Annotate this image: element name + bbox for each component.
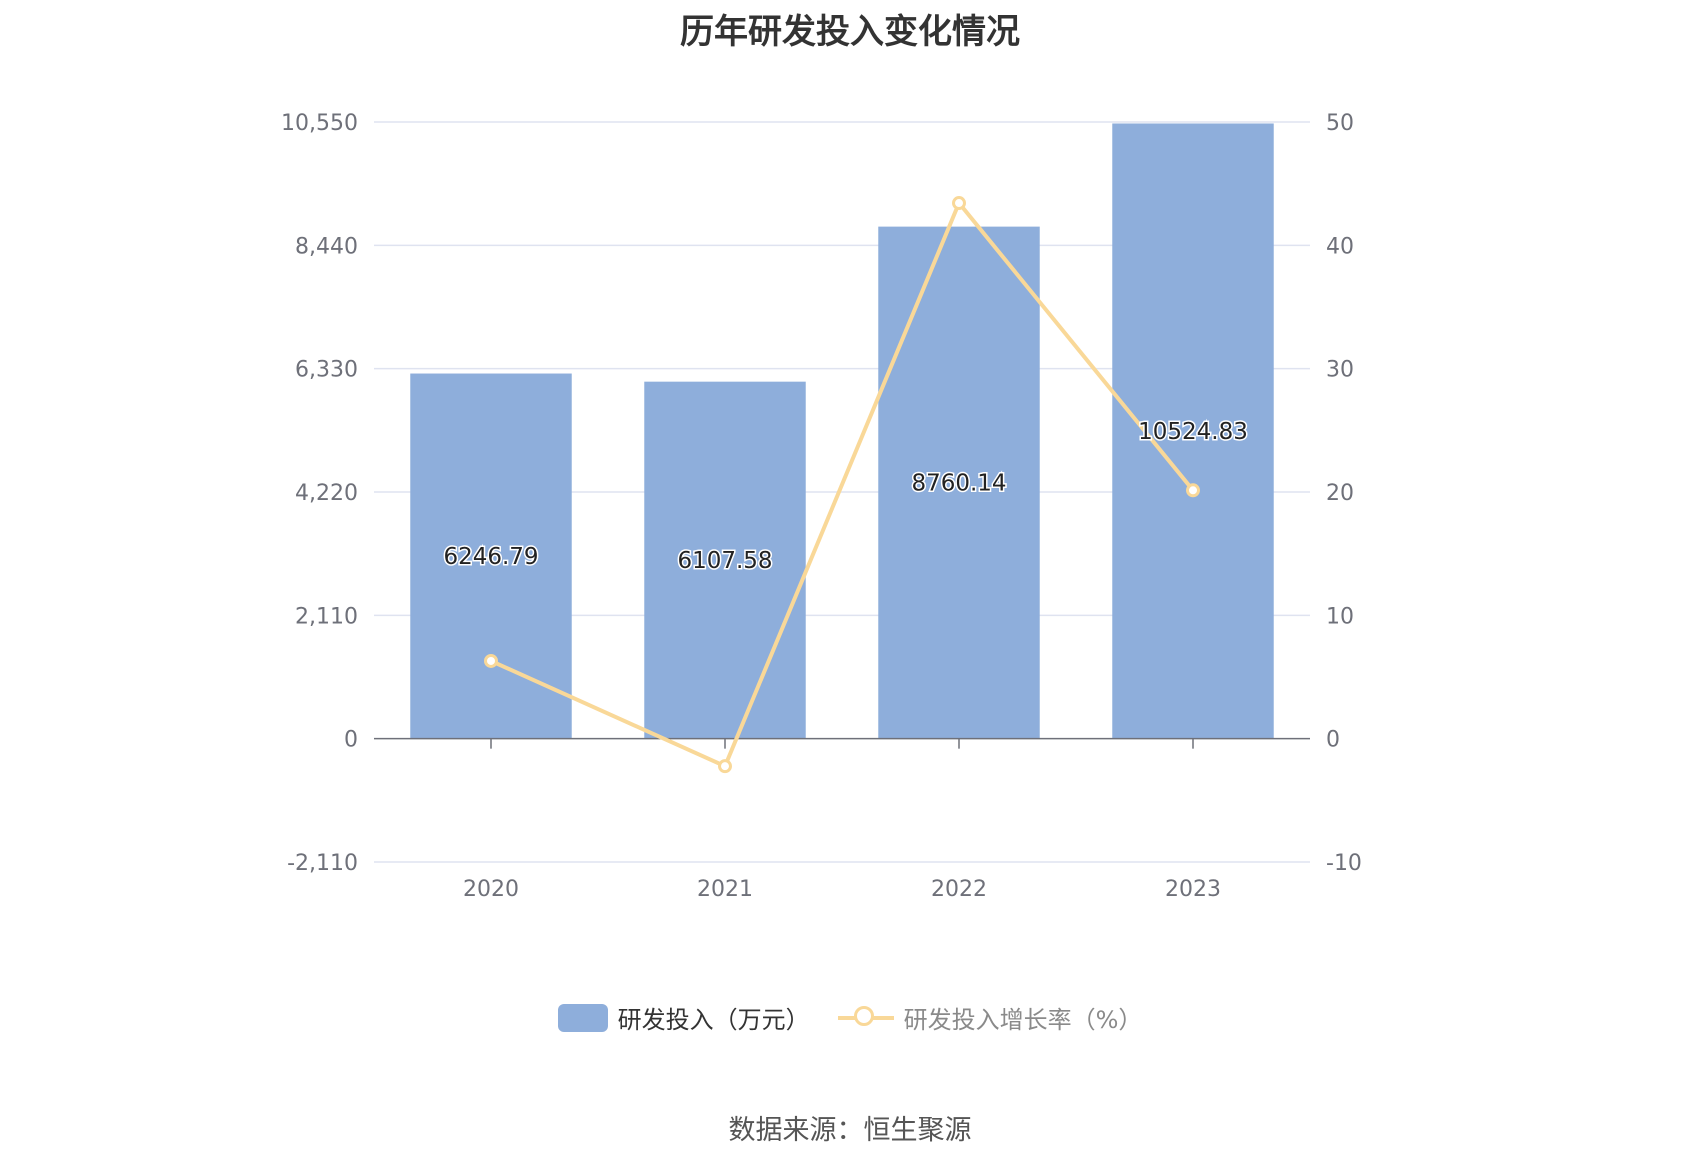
chart-svg: -2,110 0 2,110 4,220 6,330 8,440 10,550 -10 0 10… bbox=[281, 111, 1362, 902]
growth-rate-line bbox=[490, 201, 1195, 769]
y-right-tick-label: 50 bbox=[1326, 111, 1354, 136]
y-right-tick-label: 40 bbox=[1326, 234, 1354, 259]
x-tick-label-2021: 2021 bbox=[697, 877, 753, 902]
legend-bar-label: 研发投入（万元） bbox=[617, 1006, 810, 1034]
y-left-tick-label: 8,440 bbox=[295, 234, 358, 259]
growth-point-2023[interactable] bbox=[1186, 483, 1200, 498]
data-source-note: 数据来源：恒生聚源 bbox=[728, 1115, 972, 1146]
y-right-tick-label: 30 bbox=[1326, 358, 1354, 383]
y-left-tick-label: 6,330 bbox=[295, 358, 358, 383]
y-left-tick-label: 4,220 bbox=[295, 481, 358, 506]
chart-title: 历年研发投入变化情况 bbox=[680, 12, 1020, 52]
bar-labels-layer: 6246.79 6107.58 8760.14 10524.83 bbox=[442, 418, 1249, 576]
bar-value-label-2021: 6107.58 bbox=[677, 548, 772, 574]
legend-line-swatch bbox=[837, 1004, 894, 1032]
bar-value-label-2023: 10524.83 bbox=[1138, 419, 1248, 445]
x-tick-label-2022: 2022 bbox=[931, 877, 987, 902]
y-right-tick-label: 10 bbox=[1326, 604, 1354, 629]
left-axis: -2,110 0 2,110 4,220 6,330 8,440 10,550 bbox=[281, 111, 358, 876]
growth-point-2021[interactable] bbox=[718, 759, 732, 774]
growth-point-2022[interactable] bbox=[952, 196, 966, 211]
bar-2022[interactable] bbox=[878, 226, 1040, 739]
legend: 研发投入（万元） 研发投入增长率（%） bbox=[0, 1000, 1700, 1035]
legend-bar-swatch bbox=[557, 1003, 608, 1032]
y-right-tick-label: 0 bbox=[1326, 728, 1340, 753]
bar-value-label-2020: 6246.79 bbox=[443, 544, 538, 570]
growth-point-2020[interactable] bbox=[484, 653, 498, 668]
y-left-tick-label: 2,110 bbox=[295, 604, 358, 629]
bars-layer bbox=[410, 123, 1274, 739]
legend-item-rd-investment[interactable]: 研发投入（万元） bbox=[557, 1000, 810, 1035]
legend-line-label: 研发投入增长率（%） bbox=[903, 1006, 1143, 1034]
bar-2020[interactable] bbox=[410, 373, 572, 739]
bar-2023[interactable] bbox=[1112, 123, 1274, 739]
y-left-tick-label: -2,110 bbox=[287, 851, 358, 876]
x-axis: 2020 2021 2022 2023 bbox=[374, 737, 1310, 902]
legend-item-growth-rate[interactable]: 研发投入增长率（%） bbox=[837, 1000, 1143, 1035]
y-right-tick-label: -10 bbox=[1326, 851, 1362, 876]
line-layer bbox=[484, 196, 1200, 774]
right-axis: -10 0 10 20 30 40 50 bbox=[1326, 111, 1362, 876]
x-tick-label-2020: 2020 bbox=[463, 877, 519, 902]
y-left-tick-label: 10,550 bbox=[281, 111, 358, 136]
bar-2021[interactable] bbox=[644, 381, 806, 739]
y-right-tick-label: 20 bbox=[1326, 481, 1354, 506]
x-tick-label-2023: 2023 bbox=[1165, 877, 1221, 902]
y-left-tick-label: 0 bbox=[344, 728, 358, 753]
bar-value-label-2022: 8760.14 bbox=[911, 471, 1006, 497]
